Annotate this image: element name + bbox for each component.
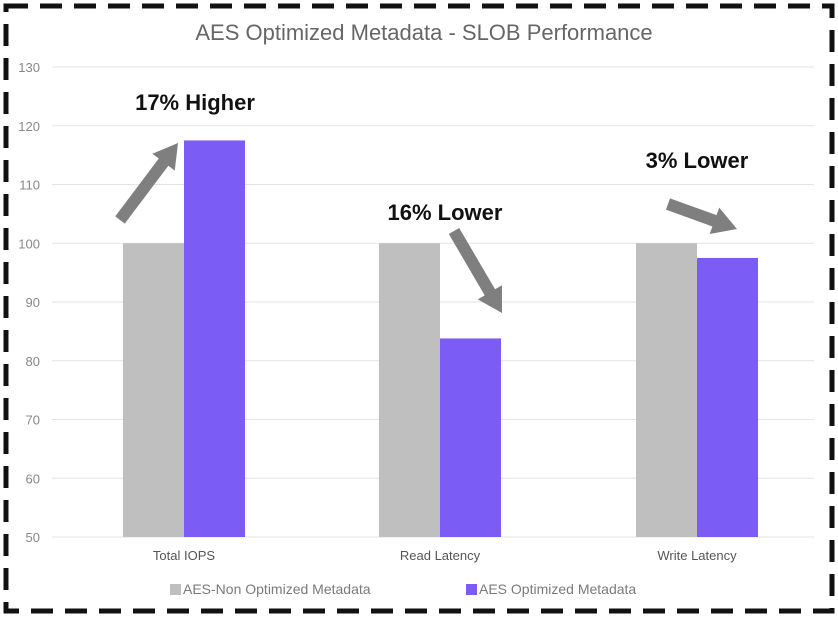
bar-optimized (184, 140, 245, 537)
bar-non-optimized (123, 243, 184, 537)
legend-swatch-non-optimized (170, 584, 181, 595)
bar-optimized (440, 338, 501, 537)
x-tick-label: Total IOPS (153, 548, 215, 563)
y-tick-label: 120 (18, 119, 40, 134)
y-tick-label: 110 (19, 178, 40, 193)
bar-non-optimized (636, 243, 697, 537)
y-tick-label: 50 (26, 530, 40, 545)
annotation-arrow-icon (115, 143, 178, 224)
x-tick-label: Write Latency (657, 548, 737, 563)
y-tick-label: 80 (26, 354, 40, 369)
annotation-label: 3% Lower (646, 148, 749, 173)
legend-label-non-optimized: AES-Non Optimized Metadata (183, 581, 371, 597)
y-tick-label: 70 (26, 413, 40, 428)
annotation-arrow-icon (665, 198, 737, 234)
bar-layer: Total IOPS Read Latency Write Latency (123, 140, 758, 563)
y-tick-label: 130 (18, 60, 40, 75)
dashed-border (3, 3, 835, 614)
annotation-layer: 17% Higher 16% Lower 3% Lower (115, 90, 749, 313)
bar-optimized (697, 257, 758, 537)
chart-title: AES Optimized Metadata - SLOB Performanc… (195, 20, 652, 45)
y-tick-label: 90 (26, 295, 40, 310)
bar-non-optimized (379, 243, 440, 537)
annotation-arrow-icon (448, 227, 502, 313)
x-tick-label: Read Latency (400, 548, 481, 563)
legend-swatch-optimized (466, 584, 477, 595)
y-tick-label: 100 (18, 236, 40, 251)
y-tick-label: 60 (26, 471, 40, 486)
legend-label-optimized: AES Optimized Metadata (479, 581, 636, 597)
annotation-label: 17% Higher (135, 90, 255, 115)
legend: AES-Non Optimized Metadata AES Optimized… (170, 581, 636, 597)
annotation-label: 16% Lower (388, 200, 503, 225)
